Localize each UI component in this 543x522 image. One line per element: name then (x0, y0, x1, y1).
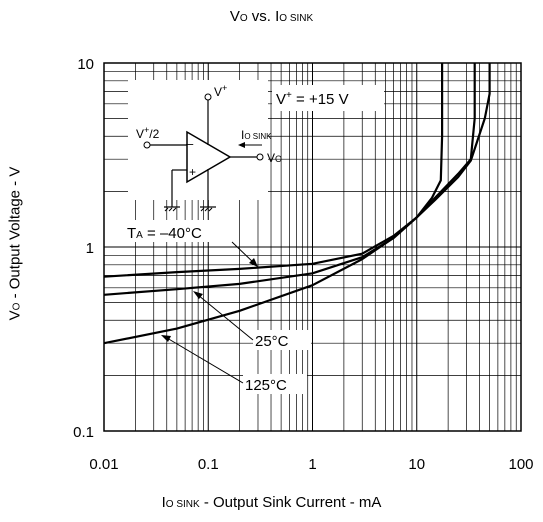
ground-hatch (164, 207, 213, 212)
plus-sign: + (189, 165, 196, 179)
pointer-125c (166, 337, 244, 384)
iosink-label: IO SINK (241, 128, 272, 142)
minus-sign: – (186, 136, 194, 151)
label-bg-40c (124, 220, 238, 242)
series-lines (103, 63, 491, 345)
pointer-25c (197, 294, 254, 341)
label-bg-25c (253, 330, 311, 350)
arrowhead-25c (193, 291, 203, 299)
vhalf-label: V+/2 (136, 125, 160, 141)
pointer-40c (231, 241, 256, 265)
series-line-0 (103, 63, 444, 278)
x-tick-label: 100 (508, 456, 533, 473)
tick-labels: 0.01 0.1 1 10 100 0.1 1 10 (73, 56, 533, 473)
y-tick-label: 0.1 (73, 424, 94, 441)
vo-label: VO (267, 151, 282, 165)
arrowhead-40c (249, 258, 258, 267)
opamp-schematic: – + V+ V+/2 IO SINK VO (128, 80, 282, 212)
x-tick-label: 10 (408, 456, 425, 473)
x-axis-label: IO SINK - Output Sink Current - mA (161, 494, 382, 511)
series-line-2 (103, 63, 491, 345)
chart-title: VO vs. IO SINK (229, 8, 314, 25)
arrowhead-125c (161, 335, 171, 342)
y-tick-label: 10 (77, 56, 94, 73)
vhalf-terminal (143, 141, 151, 149)
schematic-background (128, 80, 268, 200)
current-arrow-head (238, 142, 245, 148)
supply-label: V+ = +15 V (276, 90, 349, 108)
vo-terminal (256, 153, 264, 161)
supply-label-bg (272, 85, 384, 111)
vplus-label: V+ (214, 83, 227, 99)
y-tick-label: 1 (86, 240, 94, 257)
label-bg-125c (243, 374, 307, 394)
x-tick-label: 0.1 (198, 456, 219, 473)
plot-frame (103, 62, 522, 432)
series-label-minus40c: TA = –40°C (127, 225, 202, 242)
x-tick-label: 0.01 (89, 456, 118, 473)
series-label-125c: 125°C (245, 377, 287, 394)
series-label-25c: 25°C (255, 333, 289, 350)
x-tick-label: 1 (308, 456, 316, 473)
vplus-terminal (204, 93, 212, 101)
